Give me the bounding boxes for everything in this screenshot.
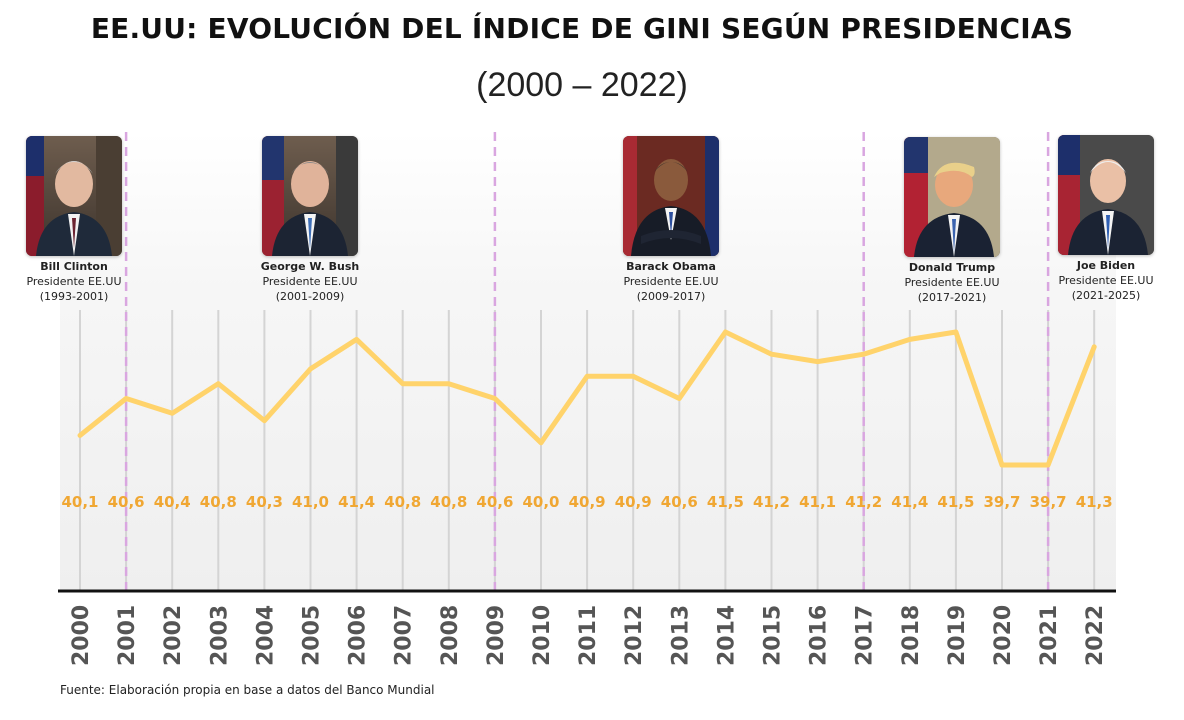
- value-label-2008: 40,8: [430, 493, 467, 511]
- value-label-2021: 39,7: [1030, 493, 1067, 511]
- year-label-2001: 2001: [115, 605, 140, 666]
- year-label-2005: 2005: [300, 605, 325, 666]
- gini-series-line: [77, 329, 1097, 468]
- president-card-clinton: Bill Clinton Presidente EE.UU (1993-2001…: [0, 136, 149, 304]
- year-label-2006: 2006: [346, 605, 371, 666]
- value-label-2002: 40,4: [154, 493, 191, 511]
- value-label-2009: 40,6: [476, 493, 513, 511]
- year-label-2015: 2015: [761, 605, 786, 666]
- year-label-2018: 2018: [899, 605, 924, 666]
- value-label-2004: 40,3: [246, 493, 283, 511]
- year-label-2002: 2002: [161, 605, 186, 666]
- year-label-2022: 2022: [1083, 605, 1108, 666]
- portrait-biden: [1058, 135, 1154, 255]
- president-card-obama: Barack Obama Presidente EE.UU (2009-2017…: [596, 136, 746, 304]
- value-label-2010: 40,0: [522, 493, 559, 511]
- value-label-2011: 40,9: [569, 493, 606, 511]
- year-label-2012: 2012: [622, 605, 647, 666]
- value-label-2016: 41,1: [799, 493, 836, 511]
- value-label-2022: 41,3: [1076, 493, 1113, 511]
- value-label-2020: 39,7: [983, 493, 1020, 511]
- year-label-2003: 2003: [207, 605, 232, 666]
- president-name: Joe Biden: [1076, 259, 1136, 272]
- chart-title: EE.UU: EVOLUCIÓN DEL ÍNDICE DE GINI SEGÚ…: [90, 12, 1074, 45]
- value-label-2014: 41,5: [707, 493, 744, 511]
- year-label-2021: 2021: [1037, 605, 1062, 666]
- value-label-2005: 41,0: [292, 493, 329, 511]
- year-label-2000: 2000: [69, 605, 94, 666]
- year-label-2008: 2008: [438, 605, 463, 666]
- chart-subtitle: (2000 – 2022): [476, 66, 688, 104]
- president-role: Presidente EE.UU: [262, 275, 358, 288]
- value-label-2013: 40,6: [661, 493, 698, 511]
- value-label-2003: 40,8: [200, 493, 237, 511]
- president-term: (2021-2025): [1071, 289, 1141, 302]
- president-card-biden: Joe Biden Presidente EE.UU (2021-2025): [1031, 135, 1181, 303]
- year-label-2004: 2004: [253, 605, 278, 666]
- portrait-clinton: [26, 136, 122, 256]
- year-label-2016: 2016: [807, 605, 832, 666]
- value-label-2019: 41,5: [937, 493, 974, 511]
- president-role: Presidente EE.UU: [904, 276, 1000, 289]
- portrait-obama: [623, 136, 719, 256]
- value-label-2001: 40,6: [108, 493, 145, 511]
- year-label-2020: 2020: [991, 605, 1016, 666]
- portrait-trump: [904, 137, 1000, 257]
- source-note: Fuente: Elaboración propia en base a dat…: [60, 683, 435, 697]
- year-label-2010: 2010: [530, 605, 555, 666]
- value-label-2018: 41,4: [891, 493, 928, 511]
- president-role: Presidente EE.UU: [1058, 274, 1154, 287]
- president-role: Presidente EE.UU: [26, 275, 122, 288]
- president-term: (2017-2021): [917, 291, 987, 304]
- portrait-bush: [262, 136, 358, 256]
- president-name: Donald Trump: [908, 261, 996, 274]
- value-label-2015: 41,2: [753, 493, 790, 511]
- president-term: (2009-2017): [636, 290, 706, 303]
- president-term: (1993-2001): [39, 290, 109, 303]
- president-role: Presidente EE.UU: [623, 275, 719, 288]
- value-label-2006: 41,4: [338, 493, 375, 511]
- year-label-2014: 2014: [714, 605, 739, 666]
- year-label-2011: 2011: [576, 605, 601, 666]
- president-name: Bill Clinton: [40, 260, 108, 273]
- year-label-2013: 2013: [668, 605, 693, 666]
- president-term: (2001-2009): [275, 290, 345, 303]
- value-label-2017: 41,2: [845, 493, 882, 511]
- president-name: Barack Obama: [626, 260, 716, 273]
- president-card-bush: George W. Bush Presidente EE.UU (2001-20…: [235, 136, 385, 304]
- president-name: George W. Bush: [260, 260, 360, 273]
- year-label-2009: 2009: [484, 605, 509, 666]
- year-label-2017: 2017: [853, 605, 878, 666]
- president-card-trump: Donald Trump Presidente EE.UU (2017-2021…: [877, 137, 1027, 305]
- value-label-2007: 40,8: [384, 493, 421, 511]
- value-label-2012: 40,9: [615, 493, 652, 511]
- year-label-2007: 2007: [392, 605, 417, 666]
- value-label-2000: 40,1: [61, 493, 98, 511]
- year-label-2019: 2019: [945, 605, 970, 666]
